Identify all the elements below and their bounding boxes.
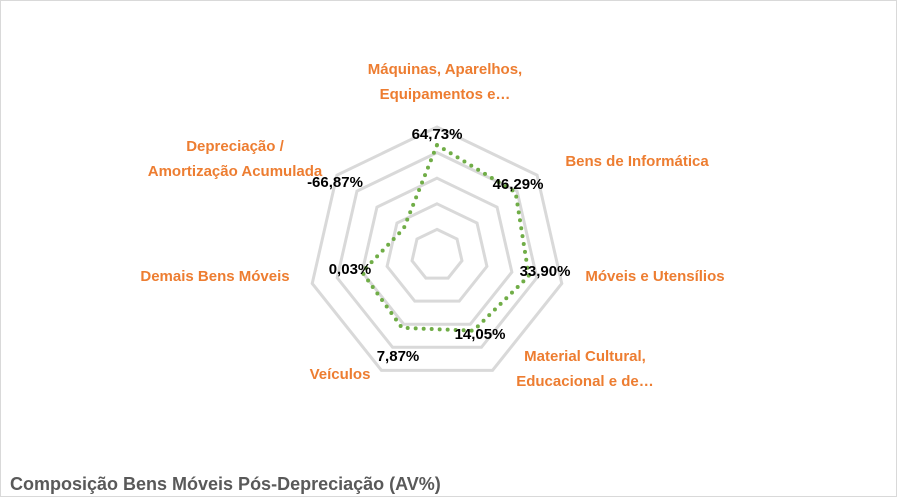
grid-ring bbox=[410, 227, 464, 280]
data-label: -66,87% bbox=[307, 174, 363, 191]
data-label: 33,90% bbox=[520, 263, 571, 280]
category-label: Móveis e Utensílios bbox=[585, 268, 724, 285]
category-label: Máquinas, Aparelhos, Equipamentos e… bbox=[368, 61, 522, 103]
grid-ring bbox=[335, 150, 539, 349]
grid-ring bbox=[310, 125, 564, 372]
radar-line bbox=[359, 142, 531, 333]
data-label: 7,87% bbox=[377, 348, 420, 365]
category-label: Depreciação / Amortização Acumulada bbox=[148, 138, 323, 180]
grid-ring bbox=[385, 202, 489, 303]
data-label: 46,29% bbox=[493, 176, 544, 193]
category-label: Demais Bens Móveis bbox=[140, 268, 289, 285]
chart-title: Composição Bens Móveis Pós-Depreciação (… bbox=[10, 474, 441, 494]
category-label: Bens de Informática bbox=[565, 153, 709, 170]
data-label: 64,73% bbox=[412, 126, 463, 143]
data-label: 14,05% bbox=[455, 326, 506, 343]
category-label: Veículos bbox=[310, 366, 371, 383]
data-label: 0,03% bbox=[329, 261, 372, 278]
category-label: Material Cultural, Educacional e de… bbox=[516, 348, 654, 390]
grid-ring bbox=[360, 176, 514, 326]
